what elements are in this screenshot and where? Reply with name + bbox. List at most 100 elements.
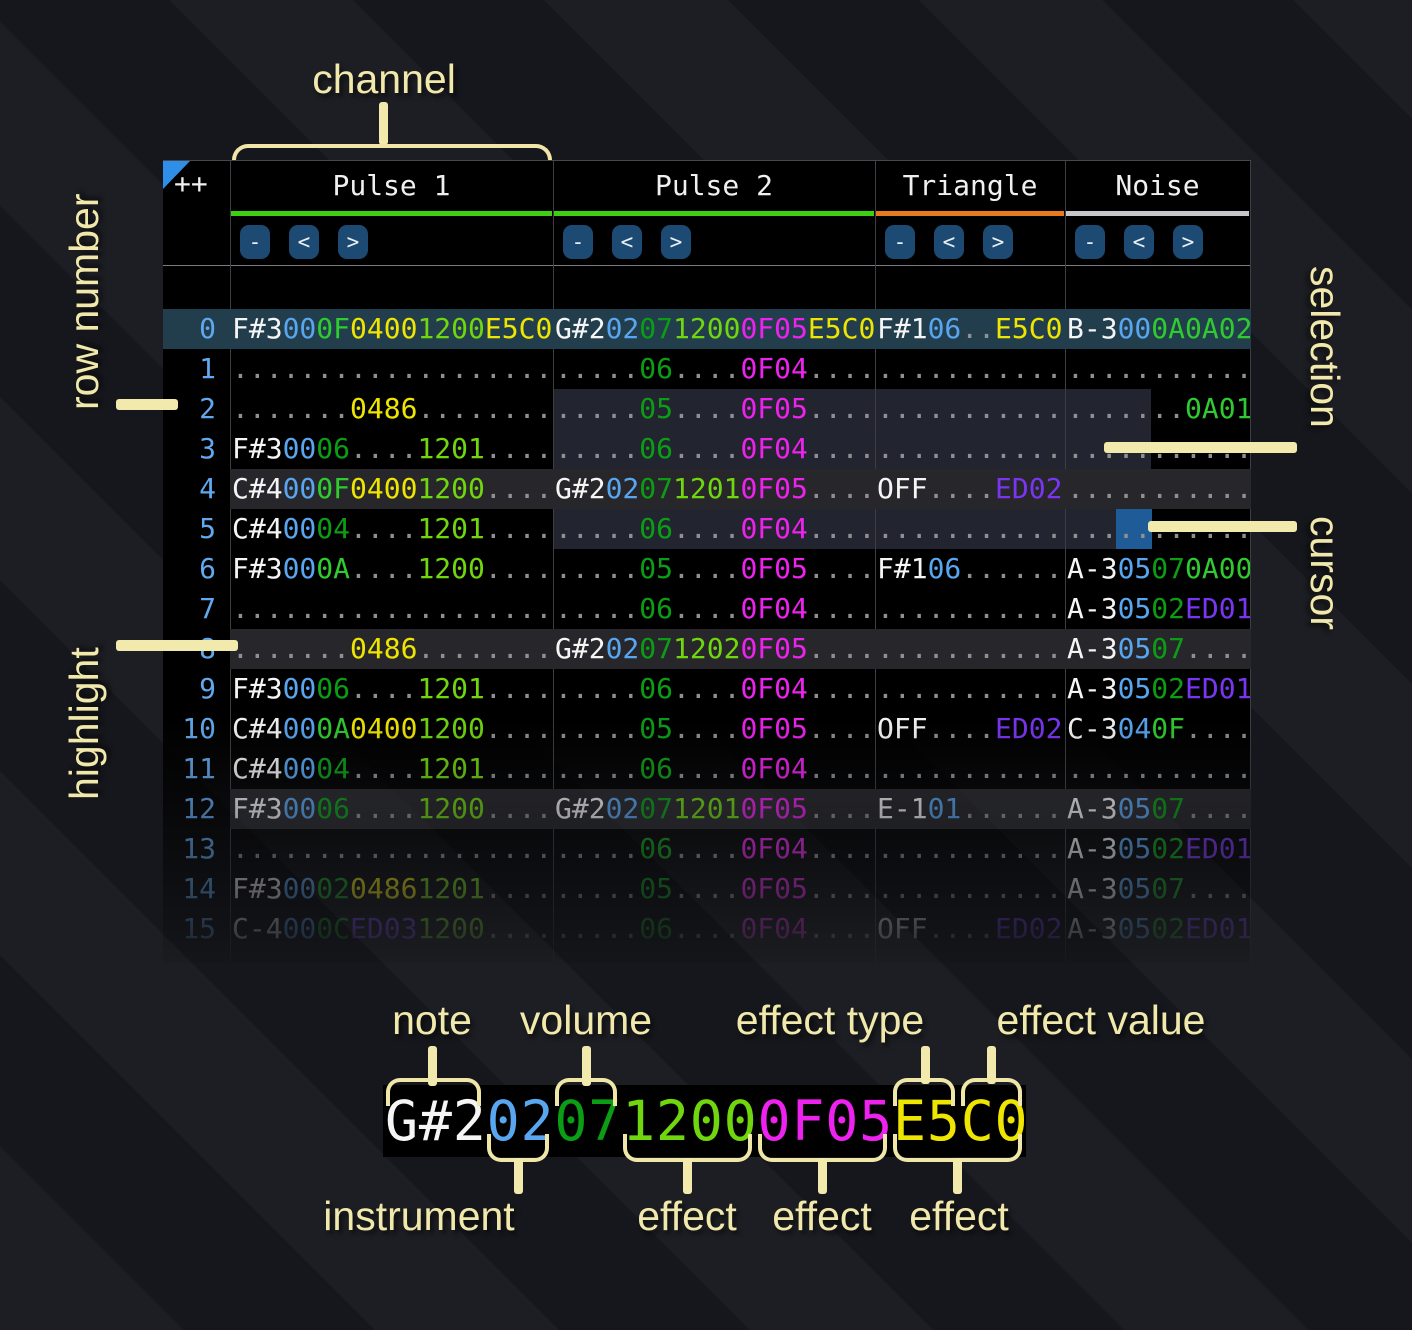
channel-header-triangle[interactable]: Triangle - < > [875, 161, 1065, 265]
pattern-cell-noise[interactable]: A-30507.... [1067, 872, 1250, 905]
pattern-cell-pulse-2[interactable]: .....06....0F04.... [555, 432, 875, 465]
pattern-cell-noise[interactable]: A-30507.... [1067, 632, 1250, 665]
channel-header-pulse-1[interactable]: Pulse 1 - < > [230, 161, 553, 265]
pattern-row: 2 .......0486........ .....05....0F05.....… [163, 389, 1251, 429]
pattern-cell-pulse-1[interactable]: .......0486........ [232, 392, 553, 425]
pattern-row: 0 F#3000F04001200E5C0 G#2020712000F05E5C0 F… [163, 309, 1251, 349]
pattern-row: 8.......0486........G#2020712020F05.....… [163, 629, 1251, 669]
channel-underline [876, 211, 1064, 216]
channel-header-pulse-2[interactable]: Pulse 2 - < > [553, 161, 875, 265]
row-number-label: row number [61, 193, 107, 410]
pattern-row: 4 C#4000F04001200.... G#2020712010F05.... O… [163, 469, 1251, 509]
legend-effect1-label: effect [637, 1193, 737, 1239]
pattern-cell-triangle[interactable]: ........... [877, 392, 1063, 425]
row-number: 10 [182, 712, 216, 745]
pattern-cell-noise[interactable]: ........... [1067, 472, 1250, 505]
pattern-cell-pulse-1[interactable]: F#30006....1201.... [232, 432, 553, 465]
row-number: 0 [199, 312, 216, 345]
pattern-cell-noise[interactable]: A-30502ED01 [1067, 672, 1250, 705]
pattern-cell-pulse-2[interactable]: .....05....0F05.... [555, 872, 875, 905]
pattern-cell-pulse-1[interactable]: F#30006....1201.... [232, 672, 553, 705]
row-number: 14 [182, 872, 216, 905]
pattern-cell-triangle[interactable]: OFF....ED02 [877, 712, 1063, 745]
pattern-cell-pulse-2[interactable]: G#2020712020F05.... [555, 632, 875, 665]
pattern-cell-pulse-1[interactable]: F#3000A....1200.... [232, 552, 553, 585]
pattern-cell-pulse-1[interactable]: C#40004....1201.... [232, 752, 553, 785]
pattern-cell-triangle[interactable]: ........... [877, 872, 1063, 905]
pattern-cell-pulse-2[interactable]: .....06....0F04.... [555, 752, 875, 785]
channel-name: Triangle [902, 169, 1038, 202]
pattern-cell-triangle[interactable]: E-101...... [877, 792, 1063, 825]
channel-underline [231, 211, 552, 216]
pattern-cell-triangle[interactable]: OFF....ED02 [877, 912, 1063, 945]
pattern-cell-pulse-2[interactable]: .....05....0F05.... [555, 712, 875, 745]
pattern-cell-noise[interactable]: B-3000A0A02 [1067, 312, 1250, 345]
pattern-cell-pulse-2[interactable]: G#2020712010F05.... [555, 472, 875, 505]
pattern-cell-pulse-1[interactable]: C#4000A04001200.... [232, 712, 553, 745]
pattern-cell-noise[interactable]: A-305070A00 [1067, 552, 1250, 585]
pattern-cell-pulse-2[interactable]: .....06....0F04.... [555, 912, 875, 945]
channel-mute-button[interactable]: - [240, 225, 270, 259]
channel-mute-button[interactable]: - [563, 225, 593, 259]
channel-shift-right-button[interactable]: > [1173, 225, 1203, 259]
pattern-cell-triangle[interactable]: OFF....ED02 [877, 472, 1063, 505]
channel-shift-right-button[interactable]: > [661, 225, 691, 259]
channel-shift-left-button[interactable]: < [934, 225, 964, 259]
pattern-cell-triangle[interactable]: ........... [877, 352, 1063, 385]
pattern-cell-pulse-1[interactable]: C#4000F04001200.... [232, 472, 553, 505]
pattern-cell-triangle[interactable]: ........... [877, 672, 1063, 705]
pattern-cell-pulse-2[interactable]: .....06....0F04.... [555, 832, 875, 865]
pattern-cell-noise[interactable]: .......0A01 [1067, 392, 1250, 425]
pattern-row: 3 F#30006....1201.... .....06....0F04.....… [163, 429, 1251, 469]
pattern-cell-pulse-2[interactable]: G#2020712000F05E5C0 [555, 312, 875, 345]
pattern-cell-noise[interactable]: ........... [1067, 752, 1250, 785]
pattern-cell-triangle[interactable]: ........... [877, 432, 1063, 465]
pattern-cell-pulse-1[interactable]: F#3000204861201.... [232, 872, 553, 905]
pattern-cell-pulse-2[interactable]: .....06....0F04.... [555, 672, 875, 705]
pattern-cell-pulse-1[interactable]: ................... [232, 592, 553, 625]
pattern-cell-noise[interactable]: A-30502ED01 [1067, 912, 1250, 945]
legend-effect3-label: effect [909, 1193, 1009, 1239]
pattern-cell-pulse-1[interactable]: F#3000F04001200E5C0 [232, 312, 553, 345]
pattern-cell-pulse-1[interactable]: ................... [232, 352, 553, 385]
channel-mute-button[interactable]: - [885, 225, 915, 259]
channel-shift-left-button[interactable]: < [612, 225, 642, 259]
column-divider [1250, 161, 1251, 963]
pattern-cell-triangle[interactable]: F#106...... [877, 552, 1063, 585]
pattern-cell-pulse-2[interactable]: .....06....0F04.... [555, 592, 875, 625]
pattern-cell-noise[interactable]: A-30502ED01 [1067, 832, 1250, 865]
pattern-cell-triangle[interactable]: ........... [877, 592, 1063, 625]
channel-shift-left-button[interactable]: < [289, 225, 319, 259]
legend-instrument-line [514, 1158, 523, 1194]
pattern-cell-pulse-2[interactable]: G#2020712010F05.... [555, 792, 875, 825]
pattern-cell-pulse-2[interactable]: .....05....0F05.... [555, 392, 875, 425]
channel-shift-right-button[interactable]: > [983, 225, 1013, 259]
pattern-cell-noise[interactable]: A-30502ED01 [1067, 592, 1250, 625]
channel-mute-button[interactable]: - [1075, 225, 1105, 259]
pattern-cell-pulse-2[interactable]: .....06....0F04.... [555, 352, 875, 385]
pattern-cell-pulse-1[interactable]: C-4000CED031200.... [232, 912, 553, 945]
pattern-cell-pulse-1[interactable]: C#40004....1201.... [232, 512, 553, 545]
legend-effect2-label: effect [772, 1193, 872, 1239]
channel-header-noise[interactable]: Noise - < > [1065, 161, 1250, 265]
channel-shift-right-button[interactable]: > [338, 225, 368, 259]
pattern-cell-triangle[interactable]: ........... [877, 632, 1063, 665]
pattern-cell-pulse-1[interactable]: F#30006....1200.... [232, 792, 553, 825]
pattern-cell-triangle[interactable]: ........... [877, 832, 1063, 865]
pattern-cell-noise[interactable]: A-30507.... [1067, 792, 1250, 825]
pattern-cell-pulse-1[interactable]: ................... [232, 832, 553, 865]
pattern-row: 12 F#30006....1200.... G#2020712010F05....… [163, 789, 1251, 829]
pattern-cell-triangle[interactable]: ........... [877, 752, 1063, 785]
channel-shift-left-button[interactable]: < [1124, 225, 1154, 259]
pattern-cell-pulse-2[interactable]: .....06....0F04.... [555, 512, 875, 545]
pattern-cell-pulse-1[interactable]: .......0486........ [232, 632, 553, 665]
expand-pattern-button[interactable]: ++ [174, 167, 208, 200]
legend-effect1-line [683, 1158, 692, 1194]
pattern-cell-pulse-2[interactable]: .....05....0F05.... [555, 552, 875, 585]
pattern-cell-triangle[interactable]: ........... [877, 512, 1063, 545]
pattern-cell-noise[interactable]: C-3040F.... [1067, 712, 1250, 745]
pattern-cell-noise[interactable]: ........... [1067, 352, 1250, 385]
pattern-row: 13................... .....06....0F04....… [163, 829, 1251, 869]
pattern-cell-triangle[interactable]: F#106..E5C0 [877, 312, 1063, 345]
